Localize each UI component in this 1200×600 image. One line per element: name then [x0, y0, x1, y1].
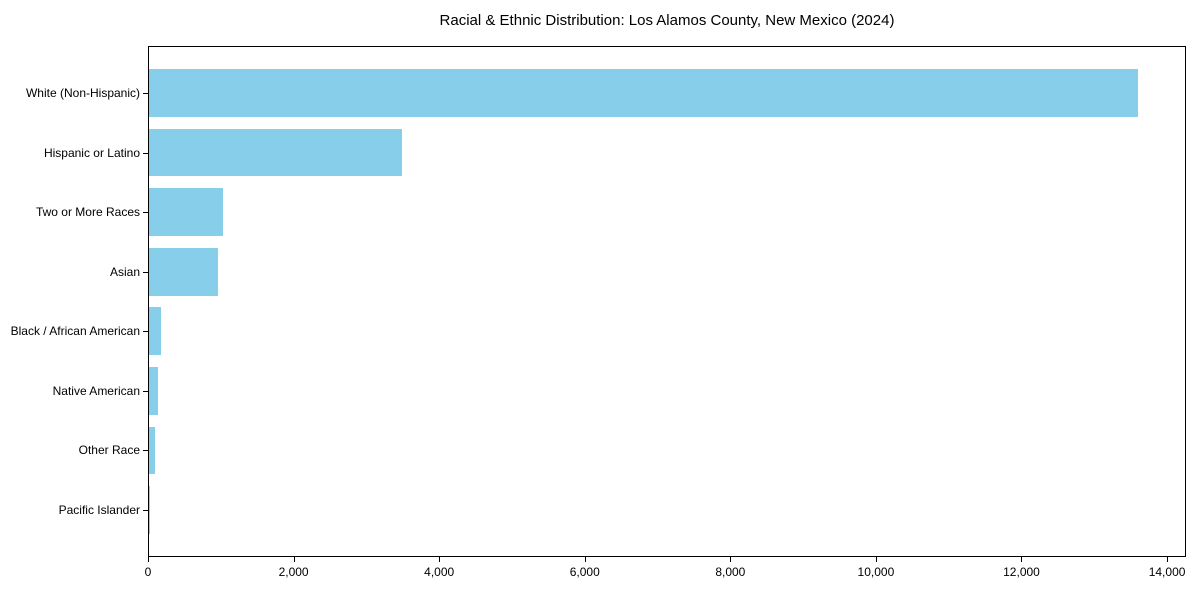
x-tick-mark: [1021, 557, 1023, 562]
bar-black-african-american: [149, 307, 161, 356]
y-tick-label: Hispanic or Latino: [43, 145, 140, 160]
bar-two-or-more-races: [149, 188, 223, 236]
y-tick-mark: [143, 331, 148, 333]
x-tick-mark: [730, 557, 732, 562]
x-tick-mark: [875, 557, 877, 562]
bar-white-non-hispanic: [149, 69, 1138, 117]
bar-pacific-islander: [149, 486, 151, 534]
bar-native-american: [149, 367, 159, 415]
x-tick-mark: [584, 557, 586, 562]
y-tick-mark: [143, 271, 148, 273]
x-tick-mark: [293, 557, 295, 562]
bar-other-race: [149, 426, 156, 475]
plot-area: [148, 46, 1186, 557]
chart-title: Racial & Ethnic Distribution: Los Alamos…: [439, 12, 895, 29]
y-tick-label: White (Non-Hispanic): [25, 86, 140, 101]
x-tick-label: 14,000: [1148, 565, 1186, 579]
y-tick-mark: [143, 450, 148, 452]
x-tick-mark: [1167, 557, 1169, 562]
bar-hispanic-or-latino: [149, 128, 403, 177]
x-tick-label: 6,000: [569, 565, 600, 579]
x-tick-mark: [148, 557, 149, 562]
y-tick-mark: [143, 509, 148, 511]
y-tick-label: Other Race: [78, 443, 140, 458]
y-tick-mark: [143, 93, 148, 95]
y-tick-mark: [143, 212, 148, 214]
y-tick-label: Asian: [109, 264, 140, 279]
x-tick-label: 2,000: [278, 565, 309, 579]
x-tick-label: 12,000: [1003, 565, 1040, 579]
y-tick-mark: [143, 152, 148, 154]
x-tick-label: 4,000: [424, 565, 455, 579]
x-tick-label: 0: [144, 565, 152, 579]
y-tick-label: Two or More Races: [35, 205, 140, 220]
x-tick-mark: [439, 557, 441, 562]
x-tick-label: 8,000: [715, 565, 746, 579]
y-tick-label: Black / African American: [10, 324, 140, 339]
y-tick-label: Pacific Islander: [58, 502, 140, 517]
bar-asian: [149, 247, 219, 296]
y-tick-mark: [143, 390, 148, 392]
y-tick-label: Native American: [52, 383, 140, 398]
x-tick-label: 10,000: [857, 565, 895, 579]
